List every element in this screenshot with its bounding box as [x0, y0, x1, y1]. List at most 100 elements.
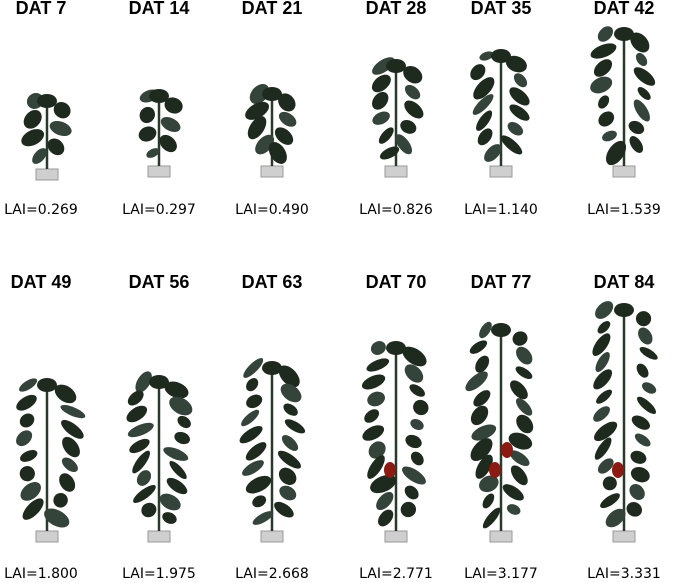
leaf-shape	[177, 415, 191, 429]
leaf-shape	[252, 495, 267, 508]
leaf-shape	[372, 91, 389, 110]
lai-label: LAI=0.297	[122, 202, 196, 218]
leaf-shape	[138, 126, 157, 142]
leaf-shape	[482, 507, 501, 529]
leaf-shape	[479, 321, 492, 339]
leaf-shape	[164, 381, 189, 399]
leaf-shape	[473, 390, 491, 407]
leaf-shape	[20, 482, 41, 501]
leaf-shape	[516, 398, 533, 416]
pot-shape	[489, 165, 513, 178]
day-label: DAT 77	[470, 272, 532, 292]
leaf-shape	[479, 475, 499, 493]
leaf-shape	[16, 430, 33, 447]
leaf-shape	[507, 122, 524, 136]
leaf-shape	[500, 135, 523, 155]
leaf-shape	[631, 415, 650, 430]
leaf-shape	[32, 148, 47, 164]
leaf-shape	[470, 64, 486, 81]
pepper-plant-image	[245, 83, 297, 178]
leaf-shape	[629, 484, 645, 500]
leaf-shape	[473, 77, 495, 100]
leaf-shape	[479, 51, 494, 61]
leaf-shape	[169, 396, 193, 416]
leaf-shape	[274, 501, 294, 518]
leaf-shape	[477, 128, 493, 146]
leaf-shape	[370, 341, 386, 355]
leaf-shape	[247, 116, 267, 140]
leaf-shape	[61, 457, 78, 473]
leaf-shape	[249, 83, 270, 105]
pepper-plant-image	[361, 341, 429, 543]
leaf-shape	[405, 434, 422, 449]
pepper-fruit-shape	[384, 462, 396, 478]
leaf-shape	[127, 422, 154, 438]
leaf-shape	[516, 346, 533, 365]
leaf-shape	[283, 403, 298, 416]
leaf-shape	[62, 436, 80, 458]
leaf-shape	[630, 32, 650, 53]
leaf-shape	[386, 341, 406, 355]
leaf-shape	[484, 144, 502, 162]
leaf-shape	[472, 94, 494, 115]
pot-shape	[489, 530, 513, 543]
lai-label: LAI=0.269	[4, 202, 78, 218]
day-label: DAT 42	[593, 0, 655, 18]
day-label: DAT 7	[15, 0, 67, 18]
leaf-shape	[44, 508, 70, 528]
leaf-shape	[594, 437, 612, 460]
leaf-shape	[512, 331, 528, 346]
leaf-shape	[129, 438, 150, 454]
leaf-shape	[471, 424, 497, 441]
leaf-shape	[510, 380, 528, 400]
leaf-shape	[614, 27, 634, 41]
leaf-shape	[242, 460, 264, 476]
leaf-shape	[597, 458, 614, 474]
pepper-plant-image	[16, 378, 86, 543]
leaf-shape	[364, 409, 380, 423]
panel-dat-77: DAT 77 LAI=3.177	[445, 272, 557, 582]
leaf-shape	[465, 371, 488, 392]
leaf-shape	[636, 363, 649, 378]
panel-dat-56: DAT 56 LAI=1.975	[103, 272, 215, 582]
pot-shape	[35, 530, 59, 543]
leaf-shape	[166, 477, 188, 495]
lai-label: LAI=2.668	[235, 566, 309, 582]
lai-label: LAI=1.140	[464, 202, 538, 218]
leaf-shape	[593, 369, 613, 390]
leaf-shape	[132, 450, 151, 474]
lai-label: LAI=0.490	[235, 202, 309, 218]
leaf-shape	[361, 374, 386, 390]
leaf-shape	[243, 358, 264, 378]
leaf-shape	[502, 484, 524, 501]
leaf-shape	[597, 26, 614, 42]
leaf-shape	[404, 364, 424, 383]
leaf-shape	[614, 303, 634, 317]
leaf-shape	[469, 340, 488, 354]
leaf-shape	[602, 130, 617, 142]
pot-shape	[612, 165, 636, 178]
leaf-shape	[366, 358, 390, 372]
leaf-shape	[626, 502, 643, 517]
day-label: DAT 56	[128, 272, 190, 292]
leaf-shape	[159, 134, 177, 153]
leaf-shape	[516, 414, 534, 434]
leaf-shape	[262, 361, 282, 375]
leaf-shape	[635, 311, 652, 327]
leaf-shape	[403, 65, 423, 84]
leaf-shape	[597, 321, 611, 334]
leaf-shape	[136, 470, 152, 486]
leaf-shape	[376, 491, 394, 511]
leaf-shape	[19, 413, 35, 428]
pepper-plant-image	[126, 371, 193, 543]
leaf-shape	[598, 111, 615, 127]
leaf-shape	[509, 87, 530, 106]
leaf-shape	[605, 140, 627, 166]
leaf-shape	[475, 454, 493, 479]
leaf-shape	[595, 301, 614, 319]
pepper-plant-image	[239, 358, 306, 543]
leaf-shape	[49, 120, 72, 137]
leaf-shape	[127, 390, 144, 406]
leaf-shape	[372, 111, 390, 125]
leaf-shape	[371, 74, 391, 93]
